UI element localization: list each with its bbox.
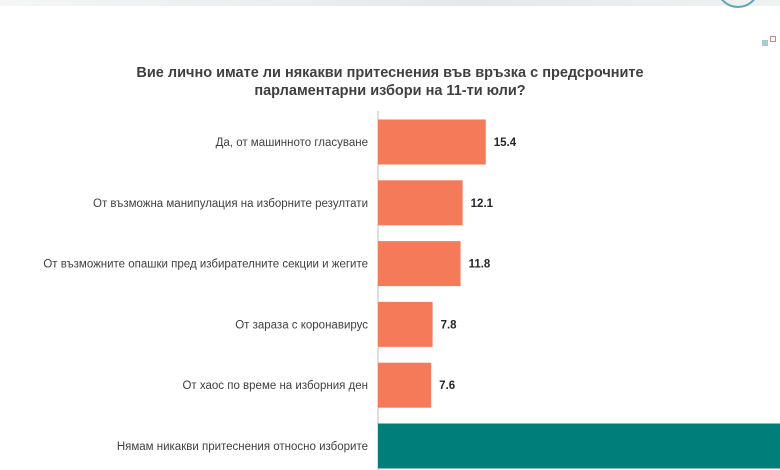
category-label-3: От зараза с коронавирус [235,319,368,331]
category-label-0: Да, от машинното гласуване [216,137,368,149]
category-label-5: Нямам никакви притеснения относно избори… [117,441,368,453]
bar-0 [378,119,486,165]
category-label-1: От възможна манипулация на изборните рез… [93,198,368,210]
category-label-4: От хаос по време на изборния ден [182,380,368,392]
bar-1 [378,180,463,226]
bar-3 [378,301,433,347]
chart-title: Вие лично имате ли някакви притеснения в… [90,64,690,100]
value-label-4: 7.6 [439,380,455,392]
logo-mark-icon [762,36,778,48]
value-label-3: 7.8 [441,319,458,331]
header-strip [0,0,780,6]
chart-title-line-2: парламентарни избори на 11-ти юли? [254,83,526,99]
category-label-2: От възможните опашки пред избирателните … [43,259,368,271]
value-label-1: 12.1 [471,198,494,210]
value-label-0: 15.4 [494,137,517,149]
bar-2 [378,241,461,287]
bar-5 [378,423,780,469]
value-label-2: 11.8 [469,259,491,271]
bar-4 [378,362,432,408]
chart-title-line-1: Вие лично имате ли някакви притеснения в… [136,65,644,81]
